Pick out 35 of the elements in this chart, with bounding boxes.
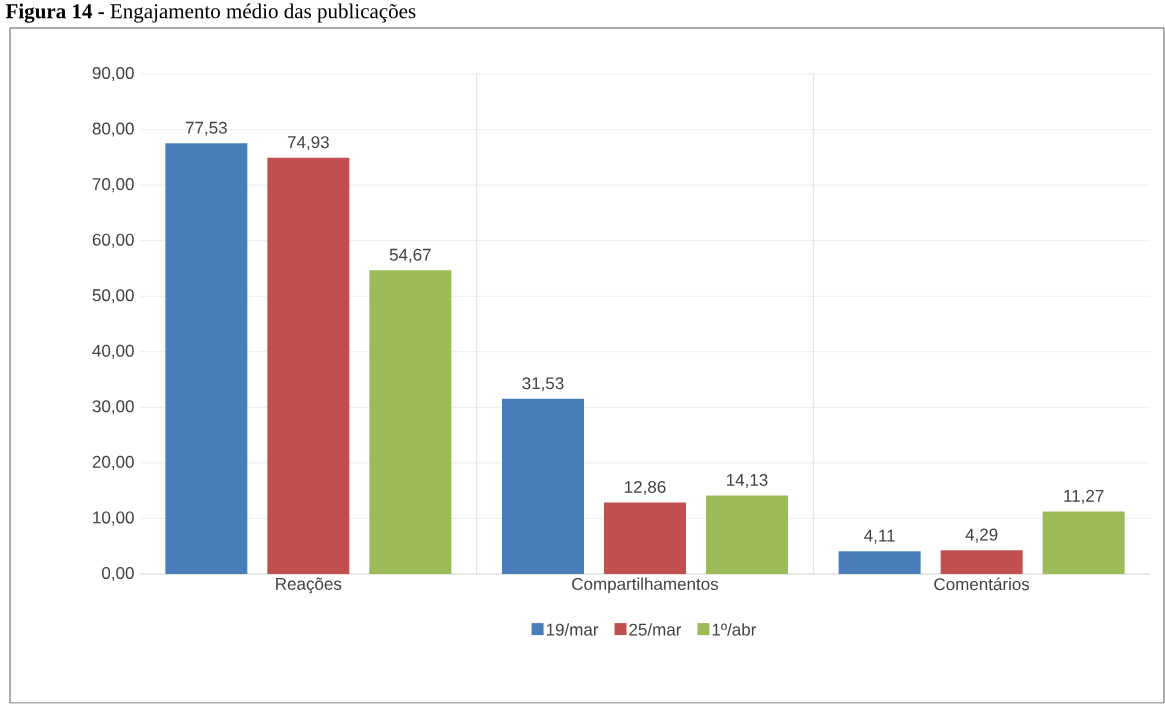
legend-label: 25/mar [629, 623, 682, 636]
bar [940, 550, 1023, 574]
y-tick-label: 40,00 [92, 344, 134, 359]
data-label: 4,11 [864, 529, 895, 544]
bar [1042, 511, 1125, 574]
y-tick-label: 30,00 [92, 400, 134, 415]
x-tick-label: Comentários [934, 577, 1030, 591]
bar [165, 143, 248, 574]
data-label: 14,13 [727, 473, 768, 488]
x-tick-label: Compartilhamentos [572, 577, 719, 594]
legend-label: 1º/abr [712, 623, 757, 636]
chart-title: Figura 14 - Engajamento médio das publicações [5, 3, 416, 23]
bar [603, 502, 686, 574]
data-label: 4,29 [965, 528, 998, 543]
data-label: 11,27 [1064, 489, 1104, 504]
legend-label: 19/mar [546, 623, 599, 636]
y-tick-label: 10,00 [93, 511, 134, 526]
bar [838, 551, 921, 574]
bar [501, 398, 584, 574]
bar [705, 495, 788, 574]
y-tick-label: 70,00 [92, 178, 134, 193]
bar [369, 270, 452, 574]
data-label: 31,53 [522, 377, 564, 392]
x-tick-label: Reações [276, 577, 342, 594]
data-label: 77,53 [185, 121, 227, 136]
bar [267, 157, 350, 574]
data-label: 12,86 [625, 480, 666, 496]
y-tick-label: 60,00 [92, 233, 134, 248]
y-tick-label: 90,00 [92, 66, 134, 82]
y-tick-label: 80,00 [92, 122, 134, 137]
y-tick-label: 20,00 [92, 455, 134, 470]
data-label: 74,93 [287, 136, 329, 151]
y-tick-label: 0,00 [102, 566, 134, 582]
y-tick-label: 50,00 [92, 289, 134, 304]
data-label: 54,67 [389, 248, 431, 263]
